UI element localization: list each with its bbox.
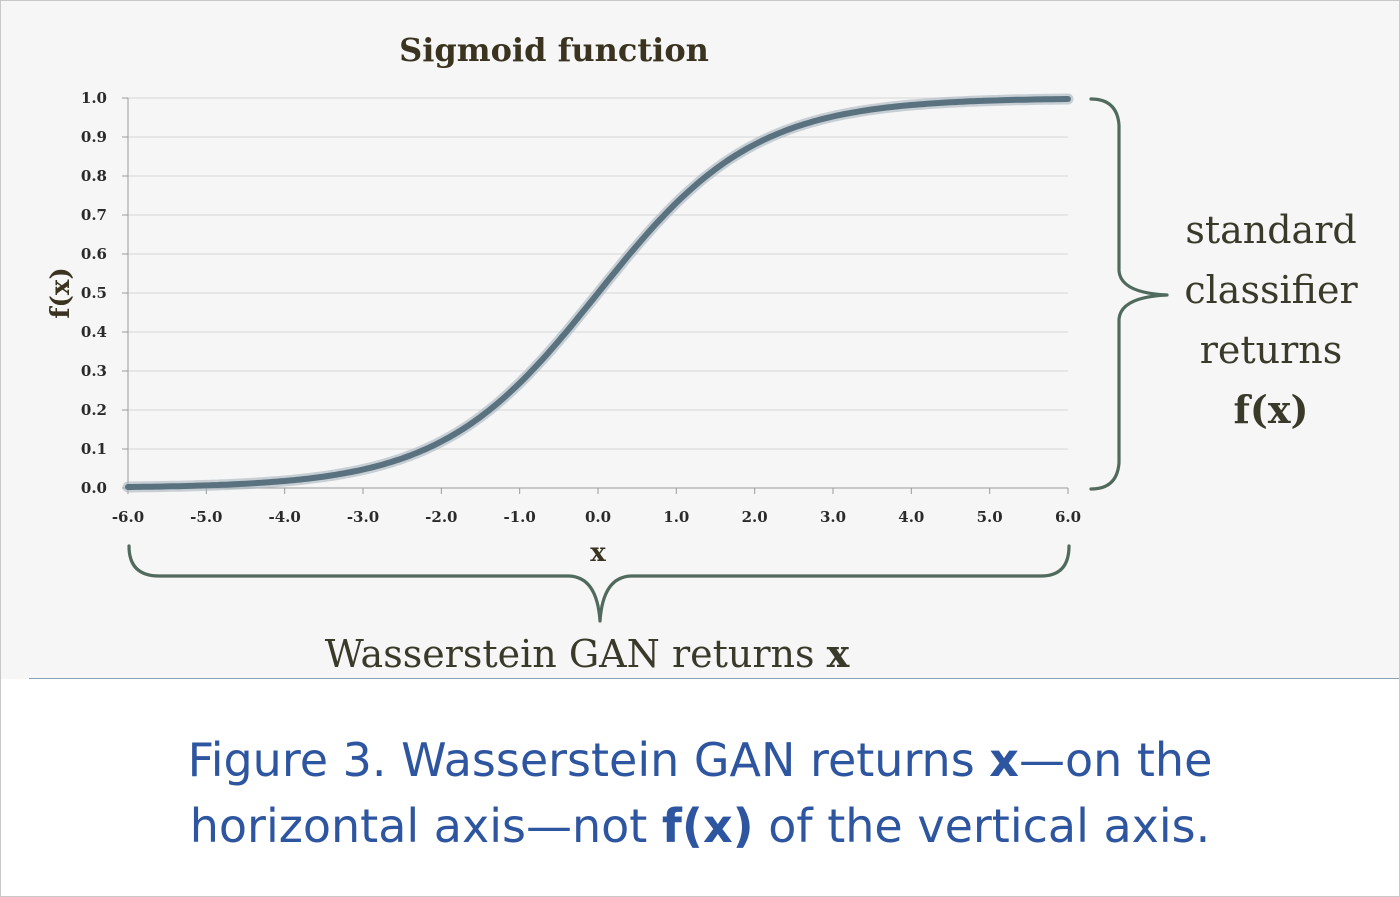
x-tick-label: 6.0 — [1055, 508, 1081, 526]
x-tick-label: -5.0 — [190, 508, 222, 526]
x-tick-label: -1.0 — [504, 508, 536, 526]
x-tick-label: 0.0 — [585, 508, 611, 526]
x-tick-label: 3.0 — [820, 508, 846, 526]
y-tick-label: 0.9 — [81, 128, 107, 146]
y-tick-label: 0.7 — [81, 206, 107, 224]
x-axis-label: x — [590, 538, 606, 568]
caption-part-3: horizontal axis—not — [189, 799, 662, 853]
right-brace — [1089, 97, 1169, 491]
x-tick-label: -6.0 — [112, 508, 144, 526]
x-tick-label: 2.0 — [742, 508, 768, 526]
caption-part-4: of the vertical axis. — [753, 799, 1211, 853]
bottom-brace — [127, 544, 1071, 623]
x-tick-label: 1.0 — [663, 508, 689, 526]
chart-title: Sigmoid function — [399, 31, 709, 69]
caption-part-2: —on the — [1018, 733, 1213, 787]
x-tick-label: -2.0 — [425, 508, 457, 526]
figure-caption: Figure 3. Wasserstein GAN returns x—on t… — [1, 727, 1399, 859]
divider — [29, 678, 1399, 679]
series-layer — [122, 93, 1074, 493]
y-tick-label: 0.3 — [81, 362, 107, 380]
bottom-annotation-text: Wasserstein GAN returns — [325, 632, 827, 676]
annotation-line-1: standard — [1185, 208, 1356, 252]
x-tick-labels: -6.0 -5.0 -4.0 -3.0 -2.0 -1.0 0.0 1.0 2.0 3.0 4.0 5… — [112, 508, 1081, 526]
bottom-annotation-x: x — [827, 631, 850, 676]
right-annotation: standard classifier returns f(x) — [1184, 208, 1358, 432]
caption-bold-x: x — [989, 733, 1019, 787]
y-tick-label: 0.5 — [81, 284, 107, 302]
grid-lines — [128, 97, 1068, 450]
y-axis-label: f(x) — [46, 267, 76, 318]
y-tick-label: 0.2 — [81, 401, 107, 419]
y-tick-label: 0.4 — [81, 323, 107, 341]
annotation-fx: f(x) — [1234, 387, 1309, 432]
caption-part-1: Figure 3. Wasserstein GAN returns — [187, 733, 990, 787]
x-tick-label: -4.0 — [269, 508, 301, 526]
annotation-line-2: classifier — [1184, 268, 1358, 312]
y-tick-labels: 0.0 0.1 0.2 0.3 0.4 0.5 0.6 0.7 0.8 0.9 1.0 — [81, 89, 107, 497]
x-tick-label: -3.0 — [347, 508, 379, 526]
x-tick-label: 4.0 — [898, 508, 924, 526]
bottom-annotation: Wasserstein GAN returns x — [325, 631, 850, 676]
annotation-line-3: returns — [1200, 328, 1343, 372]
y-tick-label: 0.6 — [81, 245, 107, 263]
sigmoid-chart: Sigmoid function 0.00.10.20.30.40.50.60.… — [46, 31, 1358, 676]
chart-panel: Sigmoid function 0.0 0.1 0.2 0.3 0.4 0.5 0.6 0.… — [1, 1, 1399, 679]
axes — [122, 97, 1069, 494]
series-line — [125, 96, 1071, 490]
y-tick-label: 0.0 — [81, 479, 107, 497]
y-tick-label: 0.8 — [81, 167, 107, 185]
y-tick-label: 0.1 — [81, 440, 107, 458]
caption-bold-fx: f(x) — [661, 799, 754, 853]
x-tick-label: 5.0 — [977, 508, 1003, 526]
y-tick-label: 1.0 — [81, 89, 107, 107]
